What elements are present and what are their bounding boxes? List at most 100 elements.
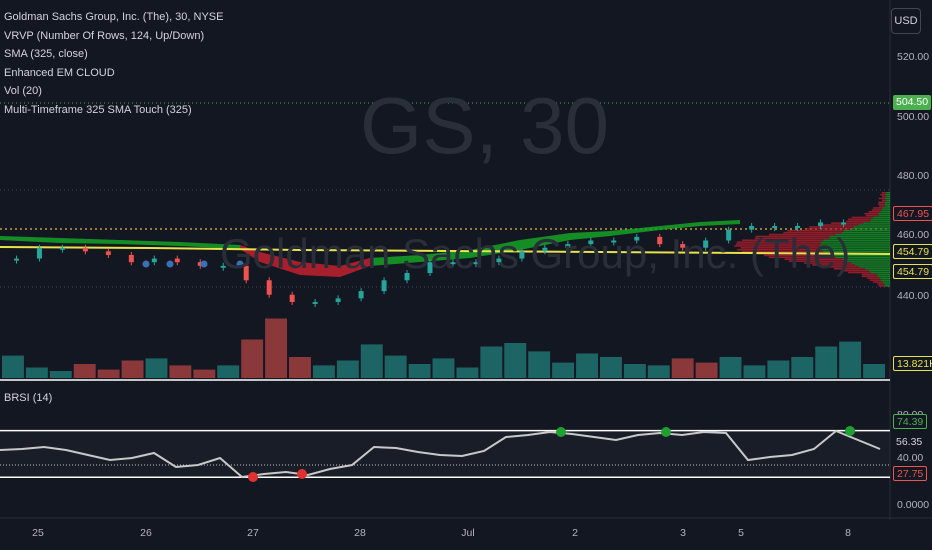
candle xyxy=(611,240,616,242)
volume-bar xyxy=(624,364,646,378)
rsi-value-tag: 56.35 xyxy=(893,435,925,450)
ema-cloud-green xyxy=(700,220,740,226)
legend-vrvp[interactable]: VRVP (Number Of Rows, 124, Up/Down) xyxy=(4,27,223,46)
time-tick: 25 xyxy=(32,527,44,539)
volume-bar xyxy=(791,357,813,378)
last-price-tag: 504.50 xyxy=(893,95,931,110)
volume-profile-bar-up xyxy=(829,238,890,240)
candle xyxy=(818,222,823,226)
volume-bar xyxy=(98,370,120,378)
volume-profile-bar-up xyxy=(881,279,890,281)
volume-bar xyxy=(122,361,144,379)
volume-profile-bar-up xyxy=(870,221,890,223)
legend-mtf[interactable]: Multi-Timeframe 325 SMA Touch (325) xyxy=(4,101,223,120)
legend-symbol[interactable]: Goldman Sachs Group, Inc. (The), 30, NYS… xyxy=(4,8,223,27)
candle xyxy=(405,273,410,280)
volume-bar xyxy=(672,358,694,378)
volume-bar xyxy=(480,347,502,379)
volume-profile-bar-up xyxy=(855,264,890,266)
ema-cloud-red xyxy=(240,245,260,262)
volume-profile-bar-down xyxy=(755,238,829,240)
volume-bar xyxy=(265,319,287,379)
candle xyxy=(382,280,387,291)
volume-profile-bar-down xyxy=(736,243,821,245)
volume-bar xyxy=(720,357,742,378)
currency-button[interactable]: USD xyxy=(891,8,921,34)
volume-bar xyxy=(313,365,335,378)
volume-profile-bar-down xyxy=(867,278,880,280)
volume-profile-bar-up xyxy=(843,259,890,261)
legend-vol[interactable]: Vol (20) xyxy=(4,82,223,101)
volume-bar xyxy=(552,363,574,378)
volume-profile-bar-up xyxy=(842,232,890,234)
volume-profile-bar-down xyxy=(870,279,881,281)
legend-sma[interactable]: SMA (325, close) xyxy=(4,45,223,64)
volume-profile-bar-down xyxy=(864,213,878,215)
volume-bar xyxy=(863,364,885,378)
volume-profile-bar-down xyxy=(737,241,821,243)
volume-profile-bar-down xyxy=(880,194,885,196)
candle xyxy=(336,298,341,302)
sma-touch-marker xyxy=(237,261,244,268)
volume-profile-bar-up xyxy=(886,194,890,196)
volume-bar xyxy=(74,364,96,378)
volume-profile-bar-down xyxy=(820,224,859,226)
volume-bar xyxy=(361,344,383,378)
volume-profile-bar-up xyxy=(865,268,890,270)
time-tick: 26 xyxy=(140,527,152,539)
volume-bar xyxy=(528,351,550,378)
volume-profile-bar-up xyxy=(877,276,890,278)
volume-profile-bar-down xyxy=(764,255,833,257)
volume-profile-bar-down xyxy=(848,272,871,274)
volume-profile-bar-up xyxy=(821,249,890,251)
time-tick: 3 xyxy=(680,527,686,539)
volume-profile-bar-up xyxy=(880,211,890,213)
volume-profile-bar-up xyxy=(835,257,890,259)
volume-profile-bar-up xyxy=(884,283,890,285)
ema-cloud-green xyxy=(370,255,420,266)
sma-touch-marker xyxy=(201,261,208,268)
volume-bar xyxy=(217,365,239,378)
volume-profile-bar-down xyxy=(831,222,863,224)
candle xyxy=(795,226,800,228)
volume-profile-bar-down xyxy=(809,226,853,228)
volume-profile-bar-up xyxy=(877,274,890,276)
price-tick: 500.00 xyxy=(897,111,929,123)
volume-bar xyxy=(169,365,191,378)
volume-profile-bar-up xyxy=(836,234,890,236)
rsi-signal-marker xyxy=(297,469,307,479)
candle xyxy=(588,240,593,244)
volume-profile-bar-up xyxy=(879,215,890,217)
candle xyxy=(496,259,501,263)
volume-profile-bar-up xyxy=(854,226,890,228)
price-tick: 460.00 xyxy=(897,229,929,241)
volume-profile-bar-up xyxy=(886,192,890,194)
volume-bar xyxy=(337,361,359,379)
sma-touch-marker xyxy=(143,261,150,268)
ema-cloud-green xyxy=(570,231,610,240)
candle xyxy=(175,259,180,263)
volume-profile-bar-up xyxy=(820,245,890,247)
candle xyxy=(428,262,433,273)
volume-profile-bar-down xyxy=(812,264,855,266)
volume-bar xyxy=(456,368,478,379)
volume-profile-bar-down xyxy=(821,266,859,268)
volume-profile-bar-down xyxy=(805,228,852,230)
rsi-pane-title[interactable]: BRSI (14) xyxy=(4,392,52,404)
volume-profile-bar-down xyxy=(737,249,821,251)
candle xyxy=(221,266,226,268)
price-tick: 520.00 xyxy=(897,51,929,63)
volume-profile-bar-down xyxy=(879,285,885,287)
sma-price-tag: 454.79 xyxy=(893,244,932,259)
sma-price-tag-2: 454.79 xyxy=(893,264,932,279)
volume-profile-bar-down xyxy=(734,245,820,247)
legend-ema-cloud[interactable]: Enhanced EM CLOUD xyxy=(4,64,223,83)
candle xyxy=(37,248,42,259)
candle xyxy=(290,295,295,302)
volume-profile-bar-up xyxy=(885,203,890,205)
volume-bar xyxy=(743,365,765,378)
volume-profile-bar-up xyxy=(858,224,890,226)
volume-profile-bar-up xyxy=(880,278,890,280)
rsi-tick: 0.0000 xyxy=(897,499,929,511)
volume-profile-bar-up xyxy=(885,205,890,207)
